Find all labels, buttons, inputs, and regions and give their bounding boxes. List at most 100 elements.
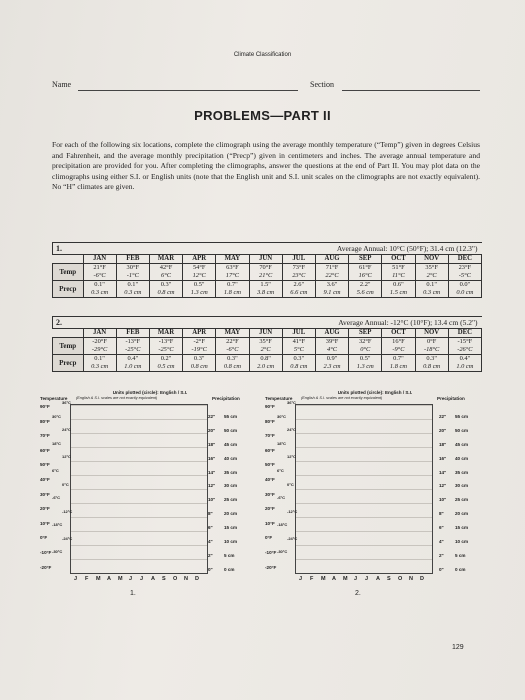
cell: 0.5" [348, 354, 383, 363]
cm-tick-label: 55 cm [224, 414, 238, 419]
cell: 0.8" [248, 354, 283, 363]
station-number: 2. [52, 316, 83, 329]
month-letter: A [332, 576, 336, 582]
cell: 0.8 cm [148, 289, 184, 298]
month-letter: O [398, 576, 403, 582]
station-table: 1. Average Annual: 10°C (50°F); 31.4 cm (… [52, 242, 483, 298]
f-tick-label: 40°F [40, 477, 50, 483]
value-row: Temp 21°F 30°F 42°F 54°F 63°F 70°F 73°F 71°F 61°F… [52, 263, 483, 281]
cm-tick-label: 50 cm [455, 427, 469, 433]
value-row: 0.3 cm 1.0 cm 0.5 cm 0.8 cm 0.8 cm 2.0 cm 0.8 … [53, 363, 483, 372]
value-row: 0.3 cm 0.3 cm 0.8 cm 1.3 cm 1.8 cm 3.8 cm 6.6 … [53, 289, 483, 298]
c-tick-label: -6°C [277, 495, 286, 501]
c-tick-label: 12°C [287, 454, 296, 460]
cell: 0.5 cm [148, 363, 184, 372]
row-label: Precp [52, 354, 84, 372]
cell: 71°F [314, 263, 350, 272]
annual-average: Average Annual: -12°C (10°F); 13.4 cm (5… [83, 316, 482, 329]
month-header: JUN [248, 328, 283, 338]
c-tick-label: 18°C [277, 440, 286, 446]
month-header: DEC [447, 254, 483, 264]
cell: 9.1 cm [314, 289, 350, 298]
cm-tick-label: 55 cm [455, 414, 469, 419]
c-tick-label: 6°C [277, 467, 284, 473]
corner-cell [53, 329, 84, 338]
c-tick-label: 36°C [62, 400, 71, 405]
row-label: Precp [52, 280, 84, 298]
value-row: Temp -20°F -13°F -13°F -2°F 22°F 35°F 41°F 39°F 3… [52, 337, 483, 355]
in-tick-label: 4" [439, 538, 444, 544]
value-row: -6°C -1°C 6°C 12°C 17°C 21°C 23°C 22°C 16°C 11°C 2… [53, 272, 483, 281]
cm-tick-label: 40 cm [455, 455, 469, 461]
cell: 21°C [248, 272, 283, 281]
month-letter: J [74, 576, 78, 582]
cm-tick-label: 35 cm [224, 469, 238, 475]
in-tick-label: 20" [439, 427, 447, 433]
month-header: OCT [381, 254, 416, 264]
cell: -18°C [414, 346, 449, 355]
month-letter: A [376, 576, 380, 582]
month-header: SEP [348, 254, 383, 264]
f-tick-label: 20°F [265, 506, 275, 512]
cm-tick-label: 5 cm [455, 552, 466, 558]
cell: 1.3 cm [182, 289, 217, 298]
cell: 39°F [314, 337, 350, 346]
section-label: Section [310, 80, 334, 89]
c-tick-label: 24°C [287, 427, 296, 433]
in-tick-label: 16" [439, 455, 447, 461]
c-tick-label: -18°C [277, 522, 288, 528]
month-row: JAN FEB MAR APR MAY JUN JUL AUG SEP OCT NOV DEC [53, 254, 483, 264]
f-tick-label: 90°F [265, 404, 275, 409]
cell: 0.3" [182, 354, 217, 363]
cell: 0.8 cm [215, 363, 250, 372]
cell: 0.3" [215, 354, 250, 363]
f-tick-label: 50°F [40, 462, 50, 468]
cell: -13°F [148, 337, 184, 346]
cell: 70°F [248, 263, 283, 272]
cell: -29°C [82, 346, 117, 355]
cell: -2°F [182, 337, 217, 346]
value-row: Precp 0.1" 0.1" 0.3" 0.5" 0.7" 1.5" 2.6" 3.6" 2.2… [52, 280, 483, 298]
cell: 2.2" [348, 280, 383, 289]
cell: 35°F [248, 337, 283, 346]
title: PROBLEMS—PART II [194, 108, 331, 123]
month-header: JAN [82, 328, 117, 338]
f-tick-label: -10°F [40, 550, 52, 556]
cell: 0.3 cm [414, 289, 449, 298]
cm-tick-label: 30 cm [455, 483, 469, 489]
cell: 0.3" [414, 354, 449, 363]
in-tick-label: 20" [208, 427, 216, 433]
cell: -1°C [115, 272, 150, 281]
corner-cell [53, 255, 84, 264]
month-letter: J [365, 576, 369, 582]
f-tick-label: 50°F [265, 462, 275, 468]
f-tick-label: 60°F [40, 447, 50, 453]
cell: 1.0 cm [447, 363, 483, 372]
month-header: MAY [215, 328, 250, 338]
cell: 5°C [281, 346, 316, 355]
in-tick-label: 22" [208, 414, 216, 419]
month-header: AUG [314, 328, 350, 338]
value-row: -29°C -25°C -25°C -19°C -6°C 2°C 5°C 4°C 0°C -9°C… [53, 346, 483, 355]
cm-tick-label: 45 cm [224, 441, 238, 447]
page-number: 129 [452, 644, 464, 651]
name-label: Name [52, 80, 72, 89]
cell: -25°C [148, 346, 184, 355]
in-tick-label: 14" [208, 469, 216, 475]
cell: -13°F [115, 337, 150, 346]
cm-tick-label: 30 cm [224, 483, 238, 489]
month-header: JUL [281, 328, 316, 338]
f-tick-label: 30°F [265, 491, 275, 497]
cell: 4°C [314, 346, 350, 355]
value-row: Precp 0.1" 0.4" 0.2" 0.3" 0.3" 0.8" 0.3" 0.9" 0.5… [52, 354, 483, 372]
cell: 35°F [414, 263, 449, 272]
cell: 6°C [148, 272, 184, 281]
cell: -19°C [182, 346, 217, 355]
cell: -26°C [447, 346, 483, 355]
c-tick-label: -24°C [62, 535, 73, 541]
cell: 51°F [381, 263, 416, 272]
cell: 0.7" [381, 354, 416, 363]
cell: 21°F [82, 263, 117, 272]
station-table: 2. Average Annual: -12°C (10°F); 13.4 cm … [52, 316, 483, 372]
